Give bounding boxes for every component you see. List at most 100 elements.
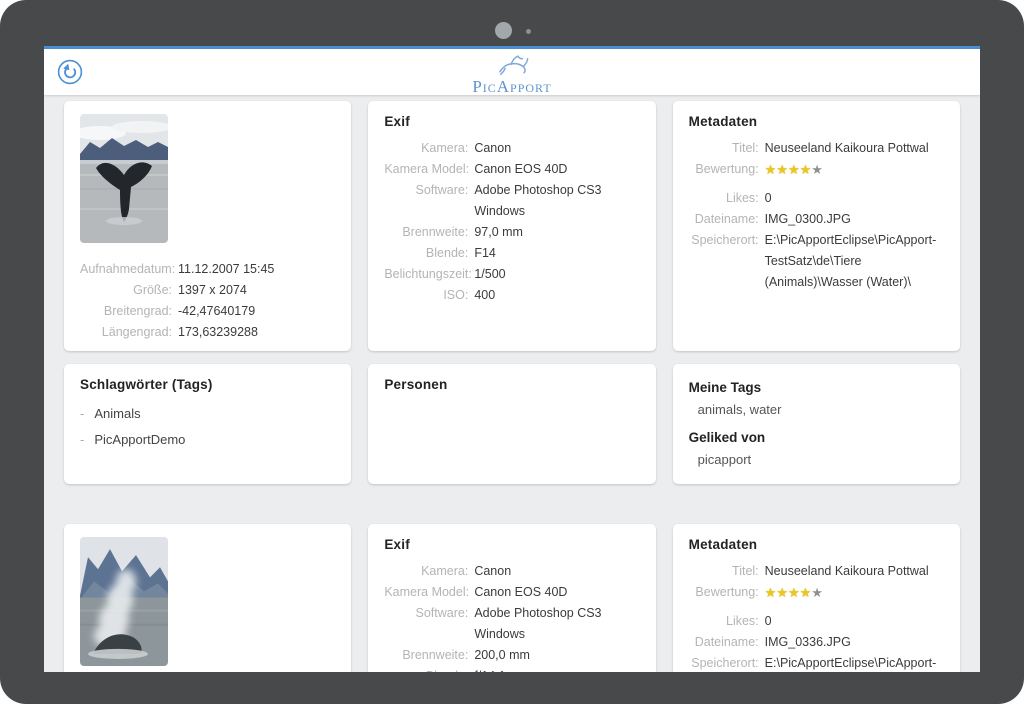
card-title: Exif [384, 537, 410, 552]
logo-text: PicApport [472, 77, 552, 96]
field-label: Längengrad: [101, 325, 172, 339]
field-label: Kamera: [421, 141, 469, 155]
field-value: 1/500 [474, 267, 506, 281]
photo-thumbnail-whale-blow[interactable] [80, 537, 168, 666]
top-accent-bar [44, 46, 980, 49]
field-row: ISO: 400 [384, 285, 639, 306]
field-row: Brennweite: 97,0 mm [384, 222, 639, 243]
tags-card: Schlagwörter (Tags) - Animals - PicAppor… [64, 364, 352, 484]
photo-group-1: Aufnahmedatum: 11.12.2007 15:45 Größe: 1… [64, 101, 960, 484]
field-row: Aufnahmedatum: 11.12.2007 15:45 [80, 259, 335, 280]
field-row: Größe: 1397 x 2074 [80, 280, 335, 301]
filename-value: IMG_0300.JPG [764, 212, 851, 226]
photo-title-value: Neuseeland Kaikoura Pottwal [764, 141, 929, 155]
field-row: Titel: Neuseeland Kaikoura Pottwal [689, 561, 944, 582]
field-label: Kamera Model: [384, 585, 470, 599]
field-row: Speicherort: E:\PicApportEclipse\PicAppo… [689, 230, 944, 293]
field-value: Adobe Photoshop CS3 Windows [474, 606, 602, 641]
field-label: Software: [415, 183, 469, 197]
field-label: Bewertung: [695, 162, 759, 176]
field-value: Canon [474, 141, 512, 155]
sensor-dot [526, 29, 531, 34]
card-title: Personen [384, 377, 448, 392]
field-row: Dateiname: IMG_0336.JPG [689, 632, 944, 653]
leaping-dog-icon [493, 51, 531, 81]
tag-item[interactable]: - PicApportDemo [80, 427, 335, 453]
field-value: 400 [474, 288, 496, 302]
field-row: Software: Adobe Photoshop CS3 Windows [384, 603, 639, 645]
field-label: Kamera Model: [384, 162, 470, 176]
photo-thumbnail-whale-tail[interactable] [80, 114, 168, 243]
star-rating[interactable]: ★★★★★ [764, 585, 823, 600]
photo-card: Aufnahmedatum: 11.12.2007 15:45 Größe: 1… [64, 101, 352, 351]
field-value: Canon EOS 40D [474, 162, 568, 176]
field-label: Bewertung: [695, 585, 759, 599]
field-value: 11.12.2007 15:45 [178, 262, 275, 276]
back-button[interactable] [57, 59, 83, 85]
field-row: Blende: F14 [384, 243, 639, 264]
field-row: Software: Adobe Photoshop CS3 Windows [384, 180, 639, 222]
field-value: -42,47640179 [178, 304, 256, 318]
star-rating[interactable]: ★★★★★ [764, 162, 823, 177]
field-row: Belichtungszeit: 1/500 [384, 264, 639, 285]
card-title: Schlagwörter (Tags) [80, 377, 213, 392]
card-title: Metadaten [688, 114, 758, 129]
card-title: Metadaten [688, 537, 758, 552]
meine-tags-card: Meine Tags animals, water Geliked von pi… [672, 364, 960, 484]
field-row: Kamera: Canon [384, 561, 639, 582]
tag-label: PicApportDemo [94, 432, 186, 447]
field-row: Titel: Neuseeland Kaikoura Pottwal [689, 138, 944, 159]
exif-card: Exif Kamera: Canon Kamera Model: Canon E… [368, 101, 656, 351]
picapport-logo: PicApport [472, 51, 551, 95]
field-value: 200,0 mm [474, 648, 530, 662]
photo-title-value: Neuseeland Kaikoura Pottwal [764, 564, 929, 578]
geliked-von-heading: Geliked von [688, 430, 766, 445]
undo-back-icon [57, 59, 83, 88]
tag-label: Animals [94, 406, 141, 421]
camera-dot [495, 22, 512, 39]
filepath-value: E:\PicApportEclipse\PicApport-TestSatz\d… [764, 233, 937, 289]
field-row: Brennweite: 200,0 mm [384, 645, 639, 666]
field-row: Bewertung: ★★★★★ [689, 159, 944, 180]
field-value: Canon [474, 564, 512, 578]
field-value: 1397 x 2074 [178, 283, 247, 297]
app-screen: PicApport [44, 46, 980, 672]
photo-card [64, 524, 352, 672]
field-value: F14 [474, 246, 496, 260]
field-value: f/14,1 [474, 666, 639, 672]
field-label: Speicherort: [691, 233, 759, 247]
field-label: Belichtungszeit: [384, 267, 472, 281]
geliked-von-value: picapport [697, 452, 752, 467]
field-row: Breitengrad: -42,47640179 [80, 301, 335, 322]
exif-card: Exif Kamera: Canon Kamera Model: Canon E… [368, 524, 656, 672]
field-value: 173,63239288 [178, 325, 258, 339]
field-row: Dateiname: IMG_0300.JPG [689, 209, 944, 230]
field-row: Kamera: Canon [384, 138, 639, 159]
field-label: Blende: [425, 246, 469, 260]
field-label: Likes: [726, 614, 759, 628]
field-row: Speicherort: E:\PicApportEclipse\PicAppo… [689, 653, 944, 672]
field-label: Titel: [732, 141, 759, 155]
field-value: Adobe Photoshop CS3 Windows [474, 183, 602, 218]
app-header: PicApport [44, 49, 980, 95]
photo-group-2: Exif Kamera: Canon Kamera Model: Canon E… [64, 524, 960, 672]
filename-value: IMG_0336.JPG [764, 635, 851, 649]
field-label: Größe: [133, 283, 172, 297]
tag-item[interactable]: - Animals [80, 401, 335, 427]
field-label: Speicherort: [691, 656, 759, 670]
field-row: Likes: 0 [689, 611, 944, 632]
field-label: Software: [415, 606, 469, 620]
field-row: Kamera Model: Canon EOS 40D [384, 159, 639, 180]
field-label: Likes: [726, 191, 759, 205]
field-label: Brennweite: [402, 225, 469, 239]
tag-bullet: - [80, 432, 85, 447]
filepath-value: E:\PicApportEclipse\PicApport- [764, 656, 937, 670]
tag-bullet: - [80, 406, 85, 421]
meine-tags-value: animals, water [697, 402, 782, 417]
field-label: ISO: [443, 288, 469, 302]
spacer [689, 603, 944, 611]
card-title: Exif [384, 114, 410, 129]
field-label: Kamera: [421, 564, 469, 578]
field-row: Bewertung: ★★★★★ [689, 582, 944, 603]
